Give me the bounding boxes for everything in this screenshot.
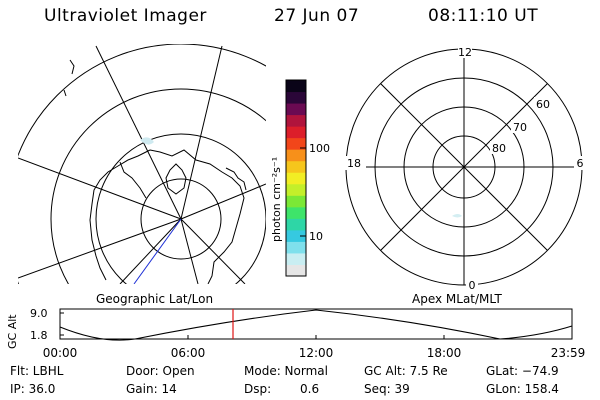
coastline <box>63 89 67 97</box>
gain-status: Gain: 14 <box>126 382 177 396</box>
meridian <box>180 183 266 220</box>
timeline-ylabel: GC Alt <box>6 314 19 349</box>
altitude-curve <box>59 309 573 341</box>
lat-label-80: 80 <box>492 142 506 155</box>
meridian <box>95 45 182 220</box>
apex-polar-plot <box>345 48 583 286</box>
meridian <box>180 218 246 284</box>
apex-caption: Apex MLat/MLT <box>412 292 502 306</box>
colorbar-segment <box>286 264 306 277</box>
time-label: 08:11:10 UT <box>428 6 539 26</box>
colorbar-segment <box>286 252 306 265</box>
lat-circle <box>140 178 222 260</box>
coastline <box>69 59 75 75</box>
colorbar-segment <box>286 160 306 173</box>
colorbar-label: photon cm⁻²s⁻¹ <box>270 157 283 242</box>
colorbar-frame <box>285 79 307 277</box>
lat-label-70: 70 <box>513 121 527 134</box>
geographic-caption: Geographic Lat/Lon <box>96 292 214 306</box>
lat-circle <box>95 133 266 284</box>
filter-status: Flt: LBHL <box>10 364 64 378</box>
colorbar-segment <box>286 103 306 116</box>
colorbar-segment <box>286 149 306 162</box>
colorbar-segment <box>286 114 306 127</box>
aurora-blob <box>140 137 154 145</box>
colorbar-segment <box>286 126 306 139</box>
coastline <box>165 163 187 195</box>
meridian <box>180 218 199 284</box>
door-status: Door: Open <box>126 364 195 378</box>
ip-status: IP: 36.0 <box>10 382 56 396</box>
meridian <box>18 218 182 279</box>
aurora-blob <box>452 214 462 218</box>
mlt-label-12: 12 <box>458 46 472 59</box>
glat-status: GLat: −74.9 <box>486 364 559 378</box>
colorbar-segment <box>286 183 306 196</box>
colorbar-tick-10: 10 <box>309 230 323 243</box>
timeline-xtick: 06:00 <box>171 346 206 360</box>
colorbar-segment <box>286 206 306 219</box>
colorbar-segment <box>286 137 306 150</box>
mode-status: Mode: Normal <box>244 364 328 378</box>
meridian <box>119 218 182 284</box>
colorbar-segment <box>286 80 306 93</box>
colorbar-segment <box>286 91 306 104</box>
colorbar-segment <box>286 241 306 254</box>
colorbar <box>285 79 307 277</box>
meridian <box>18 157 182 220</box>
timeline-xtick: 00:00 <box>43 346 78 360</box>
lat-circle <box>50 88 266 284</box>
lat-label-60: 60 <box>536 98 550 111</box>
colorbar-segment <box>286 218 306 231</box>
colorbar-tick-100: 100 <box>309 142 330 155</box>
seq-status: Seq: 39 <box>364 382 410 396</box>
gc-alt-status: GC Alt: 7.5 Re <box>364 364 448 378</box>
timeline-xtick: 18:00 <box>427 346 462 360</box>
geographic-map <box>18 44 266 284</box>
colorbar-segment <box>286 172 306 185</box>
altitude-timeline <box>59 308 573 341</box>
orbit-track <box>133 218 182 284</box>
coastline <box>225 167 247 191</box>
mlt-label-18: 18 <box>347 157 361 170</box>
dsp-label: Dsp: <box>244 382 272 396</box>
dsp-value: 0.6 <box>300 382 320 396</box>
meridian <box>180 45 223 220</box>
mlt-label-6: 6 <box>577 157 584 170</box>
date-label: 27 Jun 07 <box>274 6 360 26</box>
timeline-ytick-1-8: 1.8 <box>30 329 48 342</box>
colorbar-segment <box>286 229 306 242</box>
timeline-frame <box>59 308 573 340</box>
mlt-label-0: 0 <box>469 279 476 292</box>
glon-status: GLon: 158.4 <box>486 382 559 396</box>
timeline-xtick: 12:00 <box>299 346 334 360</box>
timeline-ytick-9: 9.0 <box>30 307 48 320</box>
colorbar-segment <box>286 195 306 208</box>
timeline-xtick: 23:59 <box>551 346 586 360</box>
instrument-title: Ultraviolet Imager <box>44 6 207 26</box>
mlt-diagonal <box>380 83 548 251</box>
coastline <box>89 149 245 284</box>
